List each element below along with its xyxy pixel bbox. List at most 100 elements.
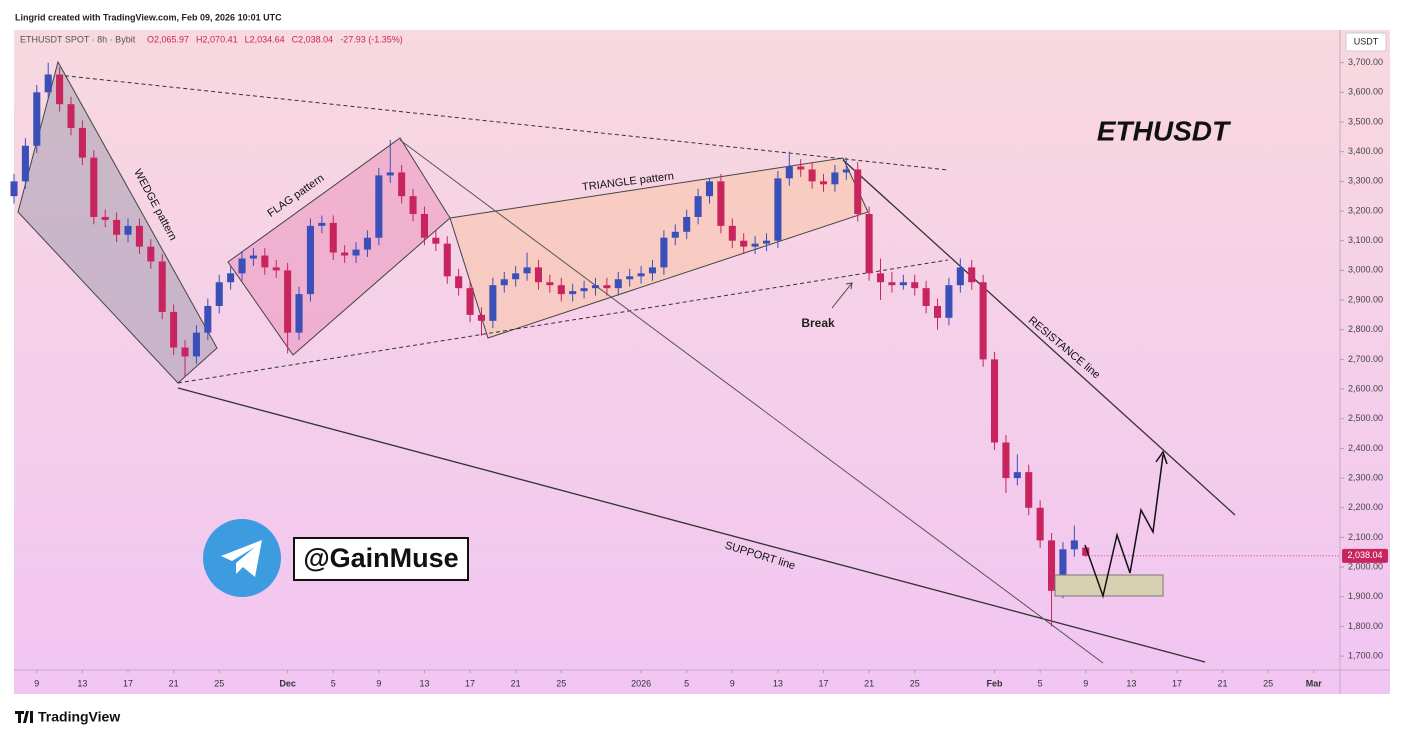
ohlc-value: C2,038.04 [292, 34, 334, 44]
y-tick-label: 2,300.00 [1348, 472, 1383, 482]
y-tick-label: 2,000.00 [1348, 561, 1383, 571]
candle-body [477, 314, 485, 321]
candle-body [580, 288, 588, 292]
y-tick-label: 2,400.00 [1348, 443, 1383, 453]
candle-body [933, 305, 942, 318]
candle-body [363, 237, 371, 250]
candle-body [215, 282, 223, 306]
projection-arrow-head [1155, 450, 1168, 465]
candle-body [10, 181, 18, 197]
resistance-line [842, 159, 1236, 516]
telegram-plane [221, 540, 262, 577]
symbol-line: ETHUSDT SPOT · 8h · Bybit [20, 34, 136, 44]
ohlc-value: -27.93 (-1.35%) [340, 34, 403, 44]
candle-body [249, 255, 257, 259]
x-tick-label: 2026 [631, 678, 651, 688]
x-tick-label: 5 [684, 678, 689, 688]
break-arrow-head [845, 282, 853, 290]
candle-body [865, 213, 873, 274]
candles [10, 62, 1090, 627]
candle-body [557, 285, 565, 295]
candle-body [1059, 549, 1067, 591]
x-tick-label: 9 [730, 678, 735, 688]
y-tick-label: 2,900.00 [1348, 294, 1383, 304]
candle-body [979, 282, 987, 360]
y-tick-label: 3,500.00 [1348, 116, 1383, 126]
y-tick-label: 1,700.00 [1348, 651, 1383, 661]
candle-body [808, 169, 816, 182]
candle-body [671, 231, 679, 238]
y-tick-label: 2,100.00 [1348, 532, 1383, 542]
candle-body [523, 267, 531, 274]
candle-body [113, 219, 121, 235]
candle-body [135, 225, 143, 247]
x-tick-label: 21 [511, 678, 521, 688]
break-arrow [831, 282, 853, 309]
candle-body [728, 225, 736, 241]
x-tick-label: 13 [1126, 678, 1136, 688]
candle-body [33, 92, 41, 146]
candle-body [842, 169, 850, 173]
ohlc-header: O2,065.97 H2,070.41 L2,034.64 C2,038.04 -27.… [147, 34, 403, 44]
candle-body [44, 74, 52, 93]
candle-body [204, 305, 212, 333]
projection [1054, 450, 1168, 599]
candle-body [694, 196, 702, 217]
x-tick-label: Mar [1306, 678, 1323, 688]
x-tick-label: 13 [77, 678, 87, 688]
candle-body [705, 181, 714, 197]
candle-body [740, 240, 748, 247]
candle-body [888, 282, 896, 286]
candle-body [341, 252, 349, 256]
candle-body [67, 104, 75, 128]
candle-body [101, 216, 109, 220]
x-tick-label: 25 [1263, 678, 1273, 688]
projection-path [1084, 454, 1164, 599]
x-tick-label: Feb [987, 678, 1004, 688]
candle-body [386, 172, 394, 176]
candle-body [546, 282, 554, 286]
candle-body [831, 172, 839, 185]
candle-body [500, 279, 508, 286]
last-price-tag [1342, 548, 1388, 563]
candle-body [466, 288, 474, 315]
candle-body [181, 347, 189, 357]
candle-body [90, 157, 98, 217]
candle-body [318, 222, 326, 226]
handle-box [293, 537, 469, 581]
candle-body [1070, 540, 1078, 550]
candle-body [329, 222, 337, 253]
ohlc-value: H2,070.41 [196, 34, 238, 44]
x-tick-label: 21 [1218, 678, 1228, 688]
ohlc-value: L2,034.64 [245, 34, 285, 44]
candle-body [534, 267, 543, 283]
candle-body [945, 285, 953, 318]
dashed-line [57, 74, 949, 171]
candle-body [352, 249, 360, 256]
y-tick-label: 3,100.00 [1348, 235, 1383, 245]
candle-body [762, 240, 771, 244]
x-tick-label: 25 [556, 678, 566, 688]
candle-body [1082, 547, 1090, 556]
candle-body [398, 172, 406, 197]
currency-box [1345, 32, 1387, 52]
target-box [1054, 574, 1164, 597]
candle-body [170, 311, 178, 348]
candle-body [911, 282, 919, 289]
candle-body [785, 166, 793, 179]
y-tick-label: 3,300.00 [1348, 176, 1383, 186]
annotation: Break [801, 316, 835, 330]
y-tick-label: 2,700.00 [1348, 354, 1383, 364]
y-tick-label: 3,000.00 [1348, 265, 1383, 275]
x-tick-label: 21 [864, 678, 874, 688]
x-tick-label: 17 [465, 678, 475, 688]
x-tick-label: 5 [1038, 678, 1043, 688]
candle-body [899, 282, 907, 286]
candle-body [158, 261, 166, 312]
candle-body [409, 196, 417, 214]
candle-body [238, 258, 246, 274]
y-tick-label: 3,600.00 [1348, 87, 1383, 97]
dashed-line [177, 259, 949, 384]
candle-body [443, 243, 451, 277]
candle-body [717, 181, 725, 226]
